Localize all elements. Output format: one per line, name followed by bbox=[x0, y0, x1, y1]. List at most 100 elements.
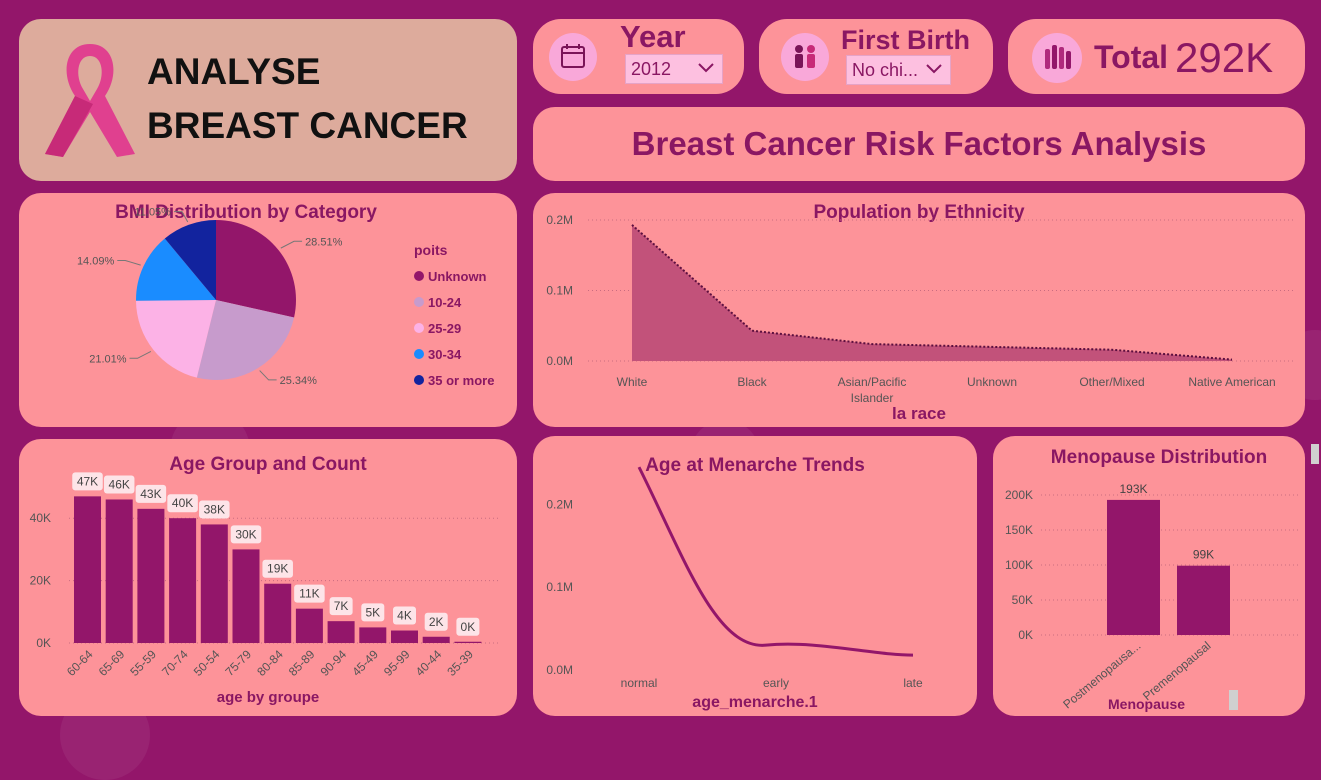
data-label-box bbox=[329, 597, 353, 616]
age-bar-chart: 0K 20K 40K 47K 60-64 46K 65-69 43K 55-59 40K 70-74… bbox=[30, 472, 501, 679]
year-dropdown[interactable]: 2012 bbox=[625, 54, 723, 84]
data-label: 11K bbox=[299, 587, 319, 601]
data-label-box bbox=[167, 494, 198, 513]
data-label-box bbox=[294, 584, 325, 603]
age-bar bbox=[327, 621, 355, 643]
x-tick-label: 80-84 bbox=[254, 647, 286, 679]
menarche-x-axis-label: age_menarche.1 bbox=[692, 694, 818, 711]
bmi-pie-chart: 28.51% 25.34% 21.01% 14.09% 11.05% bbox=[77, 207, 343, 387]
pie-leader-line bbox=[280, 240, 303, 249]
age-chart-card: Age Group and Count 0K 20K 40K 47K 60-64 46K 6… bbox=[19, 439, 517, 716]
legend-label: 10-24 bbox=[428, 294, 462, 310]
y-tick-label: 20K bbox=[30, 574, 51, 588]
legend-label: 35 or more bbox=[428, 372, 495, 388]
data-label: 0K bbox=[461, 620, 476, 634]
data-label-box bbox=[456, 617, 480, 636]
pie-leader-line bbox=[259, 370, 277, 381]
x-tick-label: 75-79 bbox=[223, 647, 255, 679]
x-tick-label: Premenopausal bbox=[1140, 639, 1213, 704]
age-bar bbox=[422, 636, 450, 643]
page-scrollbar-thumb[interactable] bbox=[1311, 444, 1319, 464]
main-title-card: Breast Cancer Risk Factors Analysis bbox=[533, 107, 1305, 181]
legend-item[interactable]: 35 or more bbox=[414, 367, 494, 393]
y-tick-label: 0.2M bbox=[546, 497, 573, 511]
menopause-chart-title: Menopause Distribution bbox=[1050, 447, 1268, 468]
legend-label: Unknown bbox=[428, 268, 487, 284]
chevron-down-icon bbox=[926, 64, 942, 74]
area-line bbox=[631, 224, 1233, 361]
trend-line bbox=[637, 466, 914, 657]
total-label: Total bbox=[1094, 39, 1169, 75]
age-chart-title: Age Group and Count bbox=[169, 454, 367, 475]
data-label: 4K bbox=[397, 609, 412, 623]
legend-swatch bbox=[414, 297, 424, 307]
ethnicity-chart-card: Population by Ethnicity 0.0M 0.1M 0.2M Whit… bbox=[533, 193, 1305, 427]
first-birth-label: First Birth bbox=[841, 25, 971, 55]
y-tick-label: 0.0M bbox=[546, 354, 573, 368]
ethnicity-x-axis-label: la race bbox=[892, 404, 946, 423]
data-label-box bbox=[72, 472, 103, 491]
menarche-line-chart: 0.0M 0.1M 0.2M normal early late bbox=[546, 466, 923, 690]
age-bar bbox=[454, 641, 482, 643]
ethnicity-area-chart: 0.0M 0.1M 0.2M White Black Asian/Pacific Islan… bbox=[546, 213, 1293, 405]
y-tick-label: 50K bbox=[1012, 593, 1033, 607]
legend-item[interactable]: Unknown bbox=[414, 263, 494, 289]
legend-item[interactable]: 30-34 bbox=[414, 341, 494, 367]
logo-line-2: BREAST CANCER bbox=[147, 105, 468, 146]
data-label: 46K bbox=[109, 477, 130, 491]
pie-slice-label: 28.51% bbox=[305, 236, 343, 248]
x-tick-label: 55-59 bbox=[127, 647, 159, 679]
data-label-box bbox=[361, 603, 385, 622]
data-label-box bbox=[199, 500, 230, 519]
legend-item[interactable]: 25-29 bbox=[414, 315, 494, 341]
y-tick-label: 100K bbox=[1005, 558, 1033, 572]
pie-slice bbox=[136, 300, 216, 378]
data-label-box bbox=[424, 612, 448, 631]
menopause-bar bbox=[1107, 499, 1160, 635]
x-tick-label: 45-49 bbox=[349, 647, 381, 679]
scroll-handle[interactable] bbox=[1229, 690, 1238, 710]
chevron-down-icon bbox=[698, 63, 714, 73]
age-x-axis-label: age by groupe bbox=[216, 689, 320, 706]
data-label-box bbox=[103, 475, 135, 494]
main-title: Breast Cancer Risk Factors Analysis bbox=[631, 125, 1207, 162]
bmi-chart-title: BMI Distribution by Category bbox=[115, 202, 377, 223]
x-tick-label: 90-94 bbox=[318, 647, 350, 679]
data-label: 7K bbox=[334, 599, 349, 613]
data-label: 38K bbox=[204, 502, 225, 516]
pie-leader-line bbox=[117, 259, 141, 266]
x-tick-label: normal bbox=[621, 676, 658, 690]
first-birth-dropdown[interactable]: No chi... bbox=[846, 55, 951, 85]
x-tick-label: 65-69 bbox=[96, 647, 128, 679]
y-tick-label: 0K bbox=[1018, 628, 1033, 642]
y-tick-label: 0.1M bbox=[546, 580, 573, 594]
pie-slice bbox=[216, 220, 296, 318]
pie-slice bbox=[196, 300, 295, 380]
x-tick-label: early bbox=[763, 676, 789, 690]
y-tick-label: 200K bbox=[1005, 488, 1033, 502]
age-bar bbox=[105, 499, 133, 643]
legend-item[interactable]: 10-24 bbox=[414, 289, 494, 315]
pie-leader-line bbox=[173, 211, 189, 223]
data-label-box bbox=[230, 525, 262, 544]
x-tick-label: Unknown bbox=[967, 375, 1017, 389]
legend-label: 25-29 bbox=[428, 320, 462, 336]
pie-slice-label: 14.09% bbox=[77, 255, 115, 267]
menarche-chart-title: Age at Menarche Trends bbox=[645, 455, 865, 476]
calendar-icon bbox=[549, 33, 597, 81]
year-filter-card: Year 2012 bbox=[533, 19, 744, 94]
pie-slice-label: 21.01% bbox=[89, 353, 127, 365]
logo-line-1: ANALYSE bbox=[147, 51, 321, 92]
pie-slice bbox=[136, 238, 216, 301]
y-tick-label: 0.2M bbox=[546, 213, 573, 227]
x-tick-label: Asian/Pacific bbox=[838, 375, 907, 389]
pie-slice bbox=[164, 220, 216, 300]
logo-card: ANALYSE BREAST CANCER bbox=[19, 19, 517, 181]
data-label: 2K bbox=[429, 615, 444, 629]
age-bar bbox=[232, 549, 260, 643]
year-value: 2012 bbox=[631, 59, 672, 79]
area-fill bbox=[632, 224, 1232, 361]
bmi-legend: Unknown 10-24 25-29 30-34 35 or more bbox=[414, 263, 494, 393]
first-birth-value: No chi... bbox=[852, 60, 919, 80]
